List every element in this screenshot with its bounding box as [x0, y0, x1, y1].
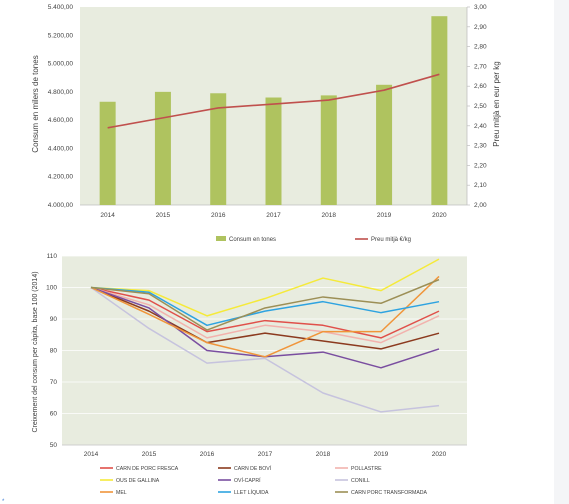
chart1-right-axis-label: Preu mitjà en eur per kg — [492, 61, 501, 146]
chart2-y-tick-label: 50 — [50, 442, 58, 449]
chart1-bar-2018 — [320, 95, 337, 205]
chart1-bar-2020 — [431, 16, 448, 206]
chart1-bar-2016 — [210, 93, 227, 205]
chart2-legend-label: POLLASTRE — [351, 466, 382, 472]
chart2-series-mel — [90, 275, 440, 358]
chart2-y-tick-label: 70 — [50, 379, 58, 386]
chart1-bar-2015 — [154, 91, 171, 205]
chart1-x-tick-label: 2020 — [432, 212, 447, 219]
chart1-x-tick-label: 2014 — [100, 212, 115, 219]
chart1-x-tick-label: 2019 — [377, 212, 392, 219]
chart2-legend-label: LLET LÍQUIDA — [234, 489, 269, 496]
chart1-right-tick-label: 2,20 — [474, 162, 487, 169]
chart1-left-tick-label: 4.400,00 — [48, 145, 74, 152]
chart1-right-tick-label: 2,40 — [474, 123, 487, 130]
chart1-left-tick-label: 4.200,00 — [48, 174, 74, 181]
chart2-legend-label: CARN DE PORC FRESCA — [116, 466, 179, 472]
legend-label-consum: Consum en tones — [229, 237, 276, 243]
chart1-left-tick-label: 4.600,00 — [48, 117, 74, 124]
chart2-series-llet-l-quida — [90, 286, 440, 327]
chart1-right-tick-label: 2,80 — [474, 44, 487, 51]
chart1-left-axis-ticks: 4.000,00 4.200,00 4.400,00 4.600,00 4.800,00… — [48, 4, 74, 209]
chart2-series-ous-de-gallina — [90, 258, 440, 317]
chart2-x-tick-label: 2017 — [258, 451, 273, 458]
consumption-price-chart: 4.000,00 4.200,00 4.400,00 4.600,00 4.800,00… — [31, 4, 501, 243]
chart2-x-tick-label: 2015 — [142, 451, 157, 458]
chart2-y-tick-label: 100 — [46, 285, 57, 292]
chart1-right-tick-label: 2,60 — [474, 83, 487, 90]
chart1-x-axis-ticks: 2014 2015 2016 2017 2018 2019 2020 — [100, 212, 447, 219]
chart2-series-carn-de-porc-fresca — [90, 286, 440, 339]
chart1-price-line — [107, 73, 440, 129]
chart2-x-tick-label: 2018 — [316, 451, 331, 458]
chart1-left-tick-label: 4.800,00 — [48, 89, 74, 96]
chart2-y-tick-label: 80 — [50, 348, 58, 355]
chart1-x-tick-label: 2015 — [156, 212, 171, 219]
chart1-bar-2014 — [99, 101, 116, 205]
chart2-y-tick-label: 110 — [47, 253, 58, 260]
chart2-legend-label: CONILL — [351, 478, 370, 484]
chart1-bars — [99, 16, 448, 206]
chart2-x-tick-label: 2020 — [432, 451, 447, 458]
chart1-legend: Consum en tones Preu mitjà €/kg — [216, 236, 411, 243]
chart2-y-axis-ticks: 50 60 70 80 90 100 110 — [46, 253, 57, 449]
chart1-right-tick-label: 2,90 — [474, 24, 487, 31]
chart2-series-pollastre — [90, 286, 440, 344]
chart2-x-axis-ticks: 2014 2015 2016 2017 2018 2019 2020 — [84, 451, 447, 458]
chart2-x-tick-label: 2019 — [374, 451, 389, 458]
chart2-series-carn-de-bov- — [90, 286, 440, 350]
chart1-x-tick-label: 2018 — [322, 212, 337, 219]
chart1-left-tick-label: 5.000,00 — [48, 61, 74, 68]
chart1-right-tick-label: 2,00 — [474, 202, 487, 209]
chart2-y-axis-label: Creixement del consum per càpita, base 1… — [32, 271, 39, 432]
chart1-right-tick-label: 2,50 — [474, 103, 487, 110]
legend-label-preu: Preu mitjà €/kg — [371, 237, 411, 243]
side-panel — [554, 0, 569, 504]
chart2-series-lines — [90, 258, 440, 413]
chart1-x-tick-label: 2017 — [266, 212, 281, 219]
chart1-bar-2019 — [376, 84, 393, 205]
chart2-y-tick-label: 90 — [50, 316, 58, 323]
chart2-legend-label: OVÍ-CAPRÍ — [234, 477, 261, 484]
chart1-left-tick-label: 4.000,00 — [48, 202, 74, 209]
chart1-right-axis-ticks: 2,00 2,10 2,20 2,30 2,40 2,50 2,60 2,70 2,80 2,90… — [467, 4, 487, 209]
chart1-right-tick-label: 3,00 — [474, 4, 487, 11]
chart1-left-tick-label: 5.400,00 — [48, 4, 74, 11]
chart2-gridlines — [62, 255, 467, 446]
chart2-legend-label: OUS DE GALLINA — [116, 478, 160, 484]
chart1-x-tick-label: 2016 — [211, 212, 226, 219]
chart2-legend-label: CARN DE BOVÍ — [234, 465, 272, 472]
chart1-right-tick-label: 2,30 — [474, 143, 487, 150]
chart2-series-carn-porc-transformada — [90, 278, 440, 331]
chart2-y-tick-label: 60 — [50, 411, 58, 418]
chart2-series-conill — [90, 286, 440, 413]
chart2-legend: CARN DE PORC FRESCA CARN DE BOVÍ POLLASTRE… — [100, 465, 428, 496]
chart1-left-axis-label: Consum en milers de tones — [31, 55, 40, 152]
chart1-right-tick-label: 2,10 — [474, 182, 487, 189]
chart2-x-tick-label: 2014 — [84, 451, 99, 458]
chart2-x-tick-label: 2016 — [200, 451, 215, 458]
chart1-bar-2017 — [265, 97, 282, 205]
corner-mark: * — [2, 499, 5, 504]
chart1-right-tick-label: 2,70 — [474, 63, 487, 70]
chart2-legend-label: MEL — [116, 490, 127, 496]
chart1-price-line-path — [107, 73, 440, 129]
chart2-legend-label: CARN PORC TRANSFORMADA — [351, 490, 428, 496]
legend-swatch-consum — [216, 236, 226, 241]
chart1-left-tick-label: 5.200,00 — [48, 32, 74, 39]
